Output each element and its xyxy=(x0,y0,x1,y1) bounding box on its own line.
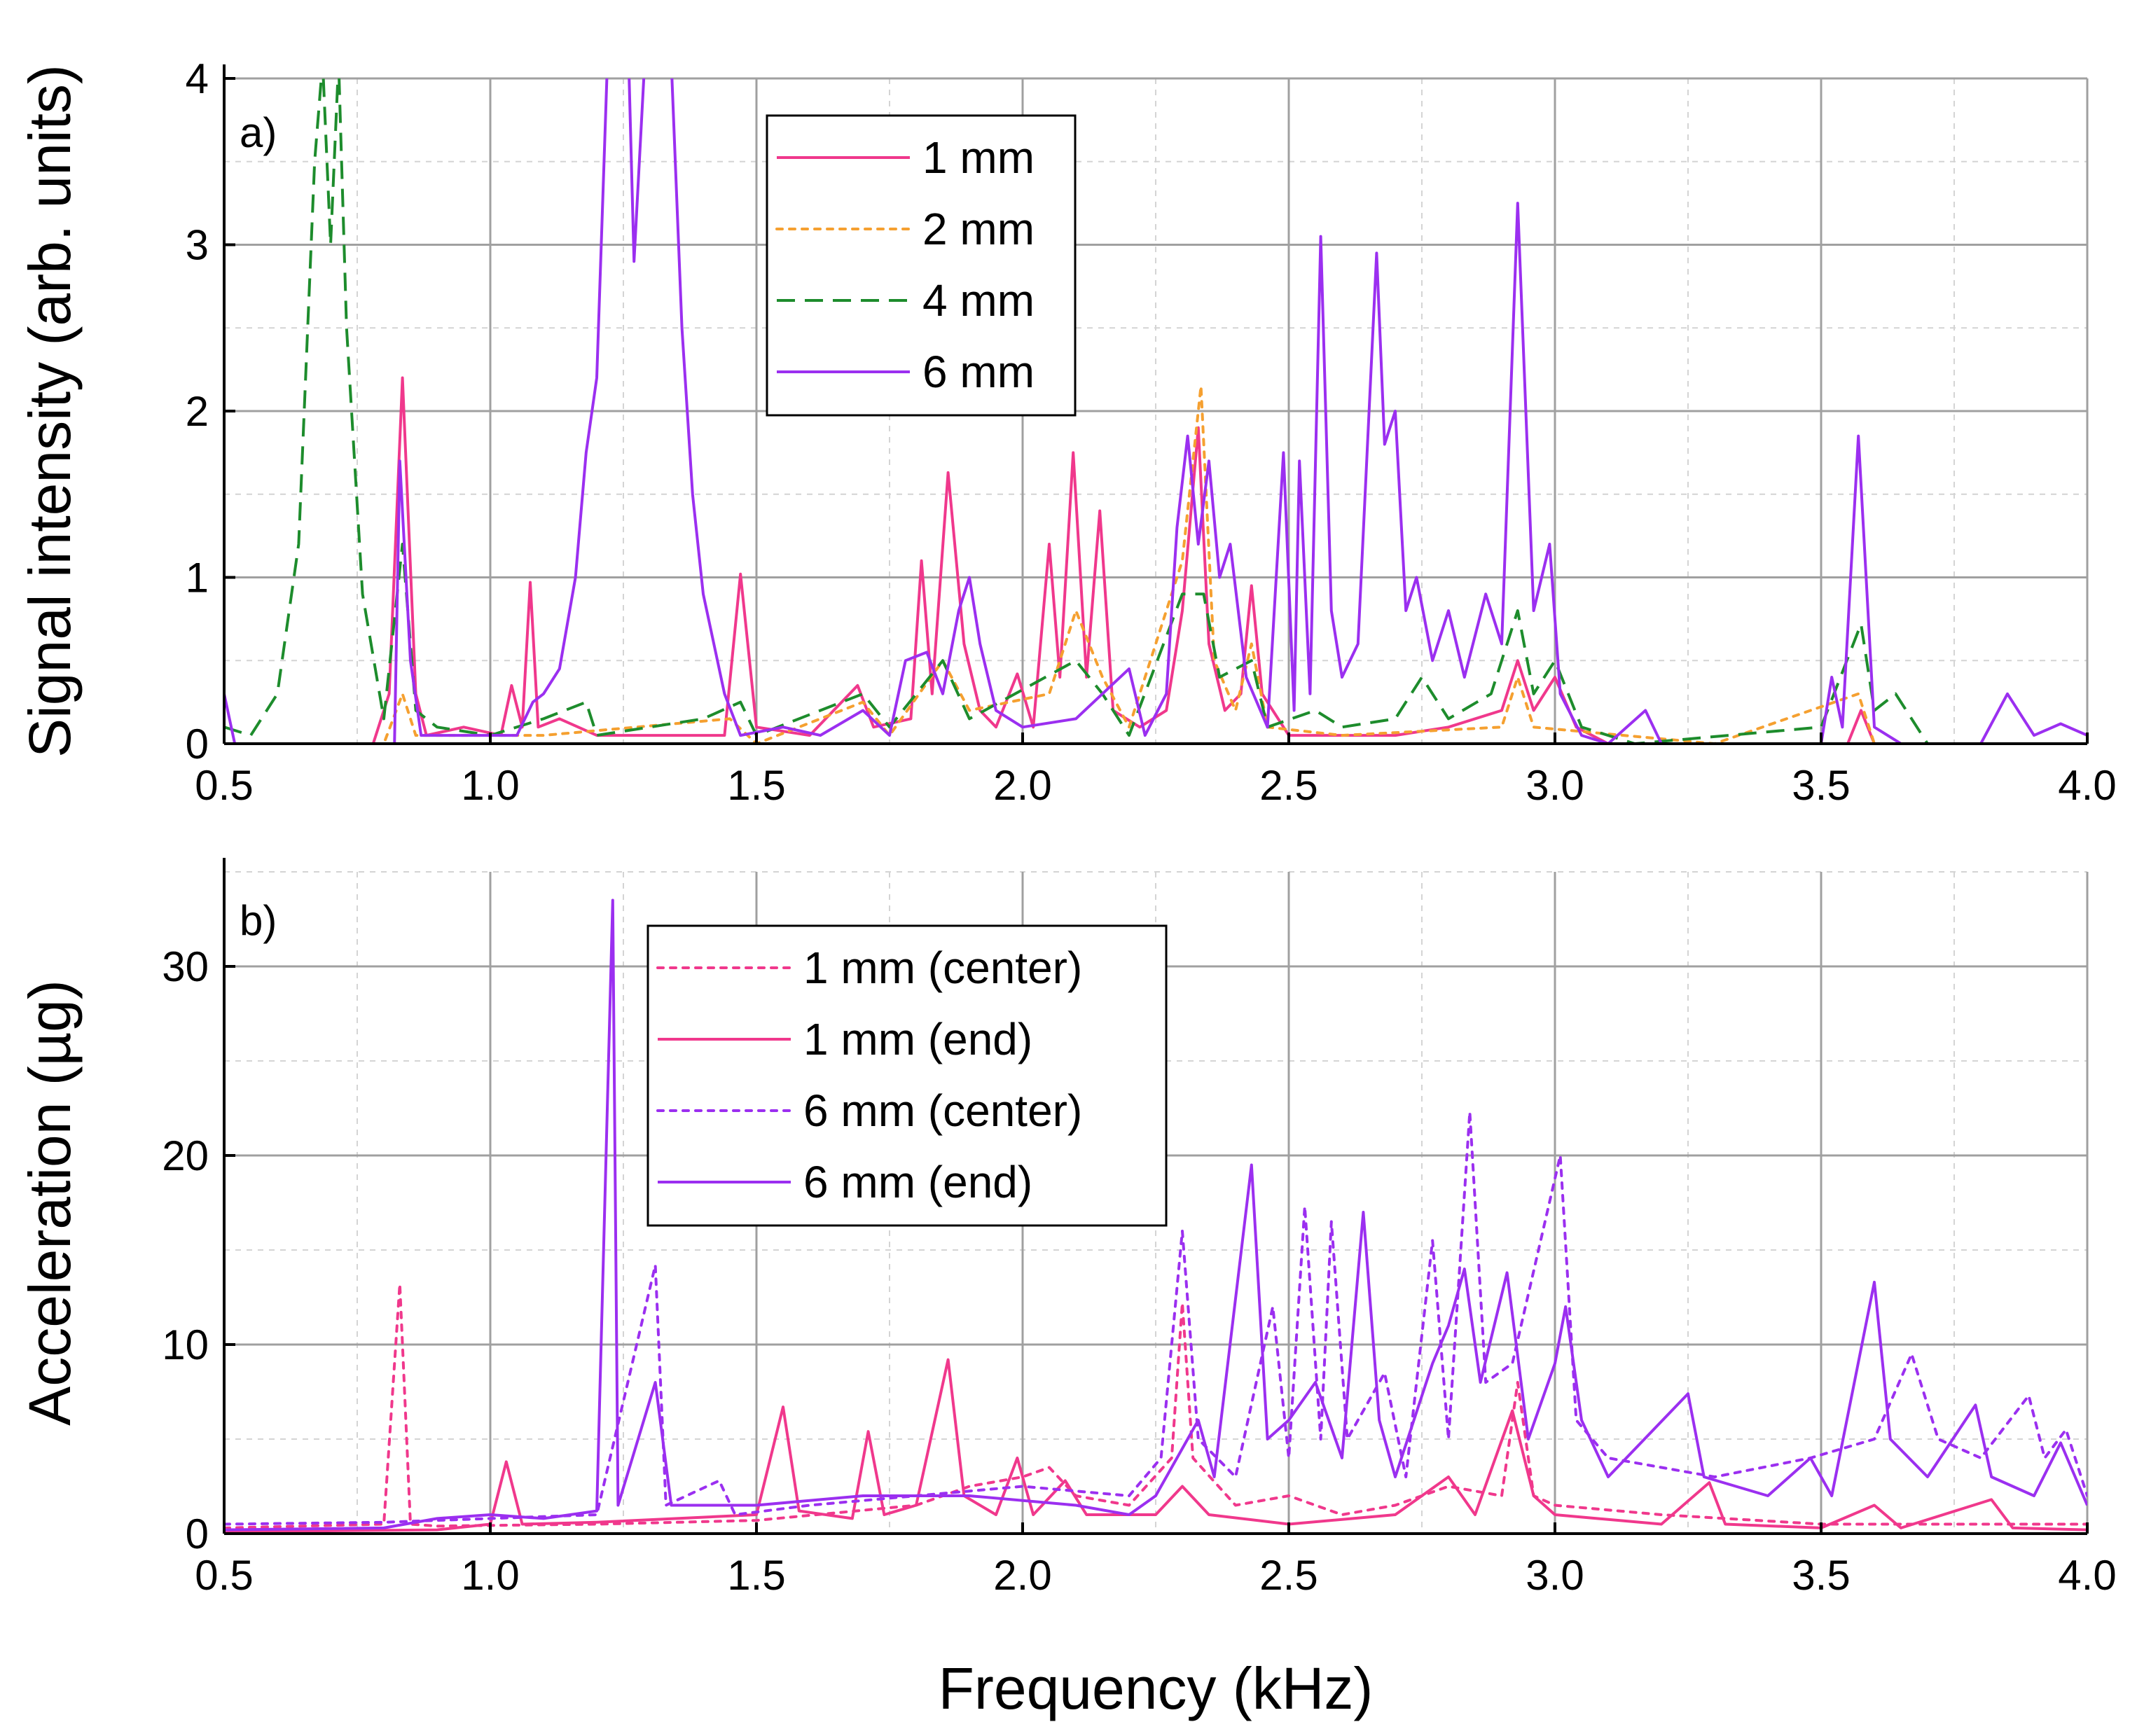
legend: 1 mm 2 mm 4 mm 6 mm xyxy=(766,114,1077,417)
legend-entry-label: 6 mm (end) xyxy=(803,1157,1032,1207)
x-tick-label: 3.5 xyxy=(1792,1552,1850,1599)
y-tick-label: 2 xyxy=(186,388,209,435)
x-tick-label: 4.0 xyxy=(2058,1552,2116,1599)
x-tick-label: 1.0 xyxy=(461,1552,519,1599)
x-tick-label: 2.5 xyxy=(1259,762,1318,809)
y-tick-label: 20 xyxy=(162,1132,209,1179)
x-tick-label: 2.0 xyxy=(993,1552,1051,1599)
x-tick-label: 1.5 xyxy=(727,762,785,809)
x-axis-label: Frequency (kHz) xyxy=(939,1655,1374,1721)
panel-a-chart: 0.5 1.0 1.5 2.0 2.5 3.0 3.5 4.0 0 1 2 3 4 Signal inte… xyxy=(17,55,2117,809)
series-line-6-mm xyxy=(224,78,2087,744)
x-tick-label: 2.5 xyxy=(1259,1552,1318,1599)
series-line-4-mm xyxy=(224,78,2087,744)
series-line-6-mm-center xyxy=(224,1110,2087,1526)
x-tick-label: 0.5 xyxy=(195,1552,253,1599)
y-tick-label: 0 xyxy=(186,721,209,768)
panel-b-chart: 0.5 1.0 1.5 2.0 2.5 3.0 3.5 4.0 0 10 20 30 Accelerat… xyxy=(17,858,2117,1599)
series-group xyxy=(224,898,2087,1534)
legend-entry-label: 6 mm (center) xyxy=(803,1085,1082,1136)
y-tick-label: 3 xyxy=(186,222,209,269)
panel-label: a) xyxy=(240,109,277,156)
x-tick-label: 3.5 xyxy=(1792,762,1850,809)
series-line-1-mm-center xyxy=(224,1282,2087,1529)
legend-entry-label: 1 mm (center) xyxy=(803,943,1082,993)
series-group xyxy=(224,78,2087,744)
legend-entry-label: 1 mm xyxy=(922,132,1035,183)
legend-entry-label: 6 mm xyxy=(922,347,1035,397)
y-tick-label: 4 xyxy=(186,55,209,102)
series-line-6-mm-end xyxy=(224,898,2087,1532)
legend-box xyxy=(646,924,1168,1227)
y-tick-label: 0 xyxy=(186,1511,209,1557)
series-line-1-mm-end xyxy=(224,1358,2087,1534)
x-tick-label: 1.5 xyxy=(727,1552,785,1599)
minor-grid xyxy=(224,78,2087,744)
x-tick-label: 1.0 xyxy=(461,762,519,809)
legend-entry-label: 4 mm xyxy=(922,275,1035,326)
panel-label: b) xyxy=(240,897,277,944)
x-tick-label: 4.0 xyxy=(2058,762,2116,809)
y-tick-label: 10 xyxy=(162,1321,209,1368)
y-tick-label: 30 xyxy=(162,943,209,990)
y-axis-label: Signal intensity (arb. units) xyxy=(17,64,83,758)
y-tick-label: 1 xyxy=(186,555,209,602)
x-tick-label: 2.0 xyxy=(993,762,1051,809)
legend-entry-label: 1 mm (end) xyxy=(803,1014,1032,1064)
legend: 1 mm (center) 1 mm (end) 6 mm (center) 6 mm… xyxy=(646,924,1168,1227)
series-line-1-mm xyxy=(224,376,2087,744)
x-tick-label: 3.0 xyxy=(1526,1552,1584,1599)
y-axis-label: Acceleration (µg) xyxy=(17,980,83,1426)
legend-entry-label: 2 mm xyxy=(922,204,1035,254)
legend-box xyxy=(766,114,1077,417)
x-tick-label: 3.0 xyxy=(1526,762,1584,809)
x-tick-label: 0.5 xyxy=(195,762,253,809)
